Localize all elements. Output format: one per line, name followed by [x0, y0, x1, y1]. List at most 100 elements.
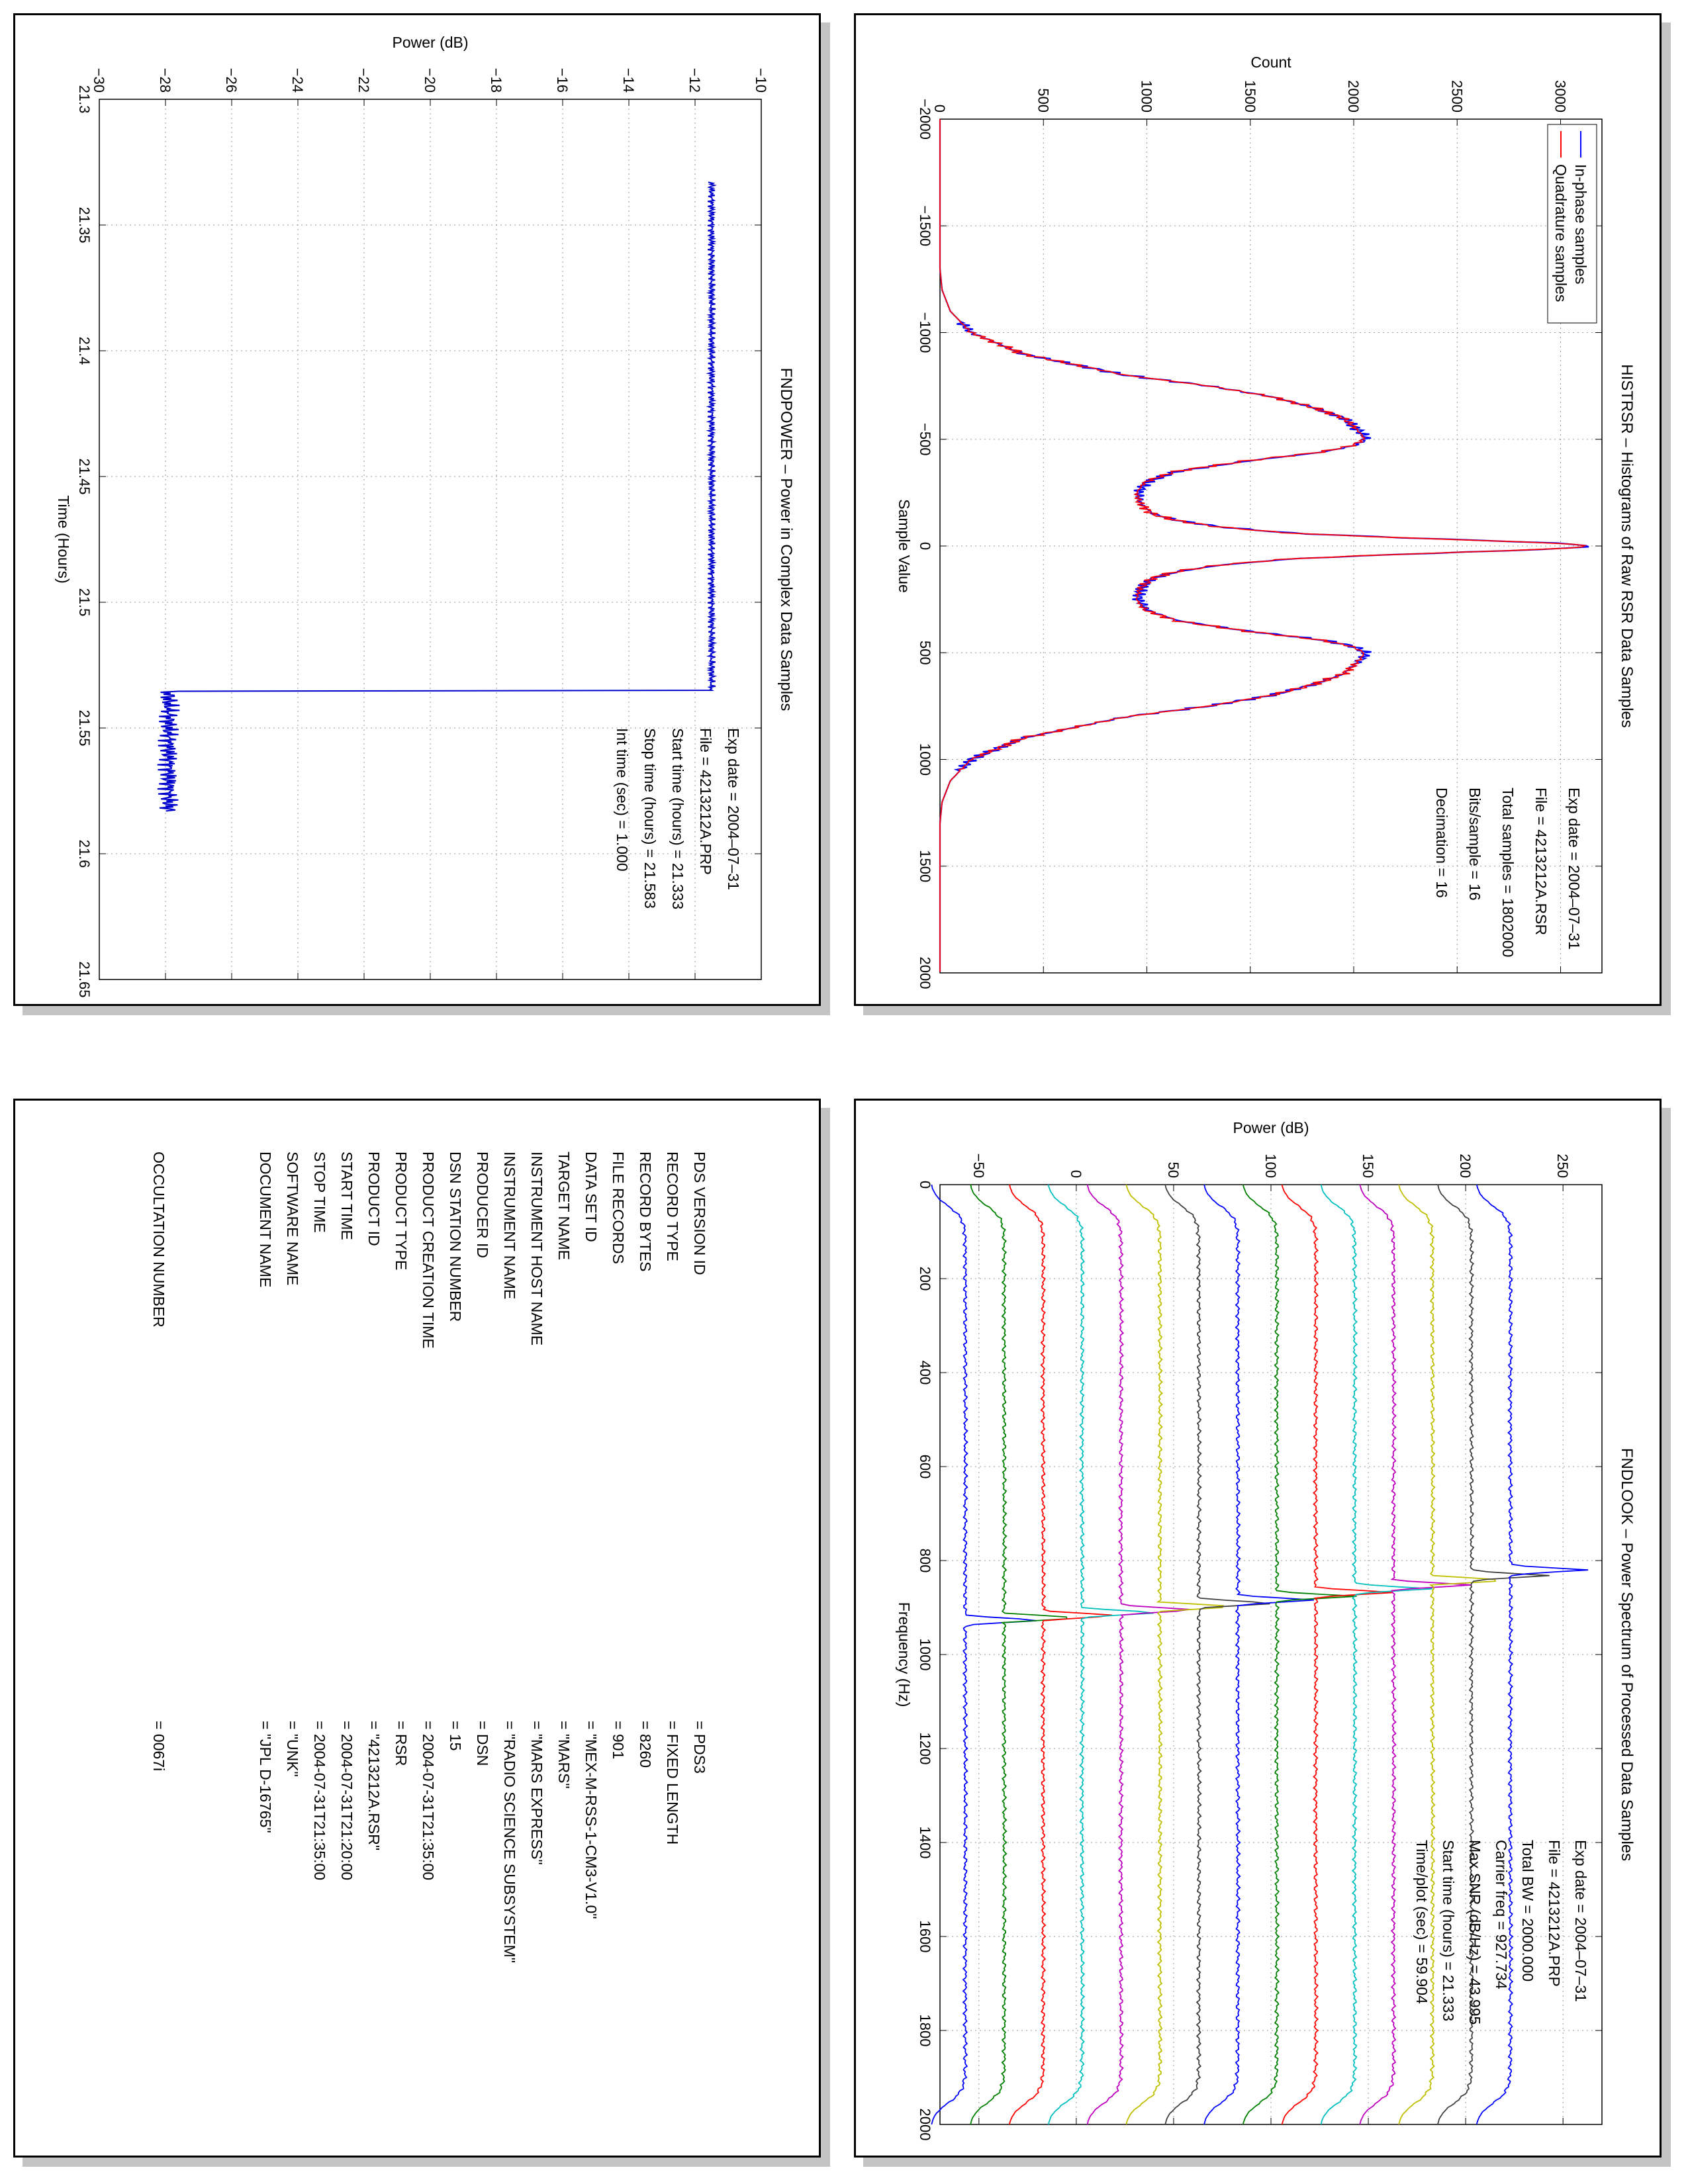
- spectrum-line: [931, 1184, 1037, 2125]
- pds-key: RECORD BYTES: [637, 1152, 654, 1272]
- x-tick-label: 1000: [917, 1639, 933, 1671]
- pds-value: = 2004-07-31T21:20:00: [338, 1721, 355, 1881]
- pds-value: = "4213212A.RSR": [365, 1721, 383, 1850]
- pds-value: = 8260: [637, 1721, 654, 1768]
- pds-row: STOP TIME = 2004-07-31T21:35:00: [310, 1152, 328, 2078]
- info-line: Decimation = 16: [1433, 788, 1450, 898]
- plot-frame: [939, 1184, 1603, 2125]
- fndpower-panel: 21.3 21.35 21.4 21.45 21.5 21.55 21.6 21.65 −30 −…: [13, 13, 821, 1006]
- y-tick-label: 150: [1360, 1154, 1376, 1178]
- y-tick-label: 2000: [1345, 80, 1362, 113]
- x-tick-label: −1000: [917, 312, 933, 353]
- spectrum-line: [1320, 1184, 1433, 2125]
- y-tick-label: −30: [91, 68, 107, 93]
- y-tick-label: 3000: [1552, 80, 1569, 113]
- pds-row: SOFTWARE NAME = "UNK": [283, 1152, 301, 2078]
- x-tick-label: 400: [917, 1361, 933, 1385]
- x-axis-label: Time (Hours): [55, 495, 72, 583]
- x-tick-label: 1000: [917, 743, 933, 776]
- y-tick-label: −22: [355, 68, 372, 93]
- x-tick-label: 600: [917, 1455, 933, 1479]
- pds-key: TARGET NAME: [555, 1152, 573, 1260]
- y-tick-label: 2500: [1448, 80, 1465, 113]
- spectrum-line: [1359, 1184, 1472, 2125]
- histrsr-chart: −2000 −1500 −1000 −500 0 500 1000 1500 2000 0 500 1…: [896, 54, 1636, 989]
- pds-value: = PDS3: [691, 1721, 708, 1774]
- x-tick-label: 1400: [917, 1827, 933, 1859]
- spectrum-line: [1281, 1184, 1393, 2125]
- pds-value: = 2004-07-31T21:35:00: [420, 1721, 437, 1881]
- x-tick-label: 21.45: [76, 458, 93, 494]
- pds-key: PRODUCT ID: [365, 1152, 383, 1246]
- info-line: File = 4213212A.PRP: [697, 728, 714, 875]
- y-tick-label: 100: [1262, 1154, 1279, 1178]
- y-tick-label: −10: [753, 68, 769, 93]
- x-axis-label: Frequency (Hz): [896, 1602, 913, 1707]
- x-tick-label: 21.35: [76, 206, 93, 243]
- fndlook-panel: 0 200 400 600 800 1000 1200 1400 1600 1800 2000 −50…: [854, 1099, 1662, 2158]
- spectrum-line: [1009, 1184, 1112, 2125]
- y-tick-label: −14: [620, 68, 637, 93]
- pds-value: = 901: [610, 1721, 627, 1760]
- y-tick-label: 1000: [1139, 80, 1155, 113]
- spectrum-line: [1203, 1184, 1314, 2125]
- x-tick-label: 21.3: [76, 85, 93, 114]
- x-tick-label: 21.4: [76, 337, 93, 365]
- pds-key: INSTRUMENT HOST NAME: [528, 1152, 545, 1346]
- pds-label-table: PDS VERSION ID = PDS3 RECORD TYPE = FIXED L…: [13, 1099, 821, 2091]
- chart-title: FNDPOWER – Power in Complex Data Samples: [777, 368, 795, 711]
- pds-value: = "UNK": [284, 1721, 301, 1777]
- pds-value: = "MARS EXPRESS": [528, 1721, 545, 1865]
- pds-row: FILE RECORDS = 901: [608, 1152, 627, 2078]
- pds-row: PRODUCT ID = "4213212A.RSR": [364, 1152, 383, 2078]
- y-axis-label: Power (dB): [392, 34, 468, 51]
- x-tick-label: 200: [917, 1267, 933, 1291]
- spectrum-line: [1164, 1184, 1270, 2125]
- pds-row: RECORD BYTES = 8260: [635, 1152, 654, 2078]
- x-tick-label: 0: [917, 542, 933, 550]
- x-tick-label: 21.5: [76, 588, 93, 617]
- info-line: Stop time (hours) = 21.583: [641, 728, 659, 909]
- pds-key: PRODUCT CREATION TIME: [420, 1152, 437, 1349]
- info-line: Exp date = 2004–07–31: [1572, 1840, 1589, 2002]
- x-tick-label: 800: [917, 1549, 933, 1573]
- pds-row: DOCUMENT NAME = "JPL D-16765": [256, 1152, 274, 2078]
- spectrum-line: [1086, 1184, 1190, 2125]
- pds-key: PRODUCER ID: [474, 1152, 491, 1259]
- plot-frame: [99, 99, 762, 980]
- info-line: Total BW = 2000.000: [1519, 1840, 1536, 1981]
- histrsr-panel: −2000 −1500 −1000 −500 0 500 1000 1500 2000 0 500 1…: [854, 13, 1662, 1006]
- info-line: Int time (sec) = 1.000: [614, 728, 631, 872]
- info-line: Start time (hours) = 21.333: [669, 728, 686, 909]
- pds-key: RECORD TYPE: [664, 1152, 681, 1261]
- pds-row: INSTRUMENT HOST NAME = "MARS EXPRESS": [527, 1152, 545, 2078]
- pds-row: TARGET NAME = "MARS": [554, 1152, 573, 2078]
- pds-key: PRODUCT TYPE: [393, 1152, 410, 1271]
- y-tick-label: −20: [422, 68, 438, 93]
- y-tick-label: 200: [1457, 1154, 1474, 1178]
- x-tick-label: 2000: [917, 957, 933, 989]
- pds-value: = "MARS": [555, 1721, 573, 1789]
- pds-value: = FIXED LENGTH: [664, 1721, 681, 1845]
- x-tick-label: 0: [917, 1181, 933, 1189]
- y-tick-label: −18: [488, 68, 504, 93]
- pds-value: = RSR: [393, 1721, 410, 1766]
- x-tick-label: 21.6: [76, 840, 93, 868]
- y-tick-label: 1500: [1242, 80, 1258, 113]
- fndpower-chart: 21.3 21.35 21.4 21.45 21.5 21.55 21.6 21.65 −30 −…: [55, 34, 795, 998]
- y-tick-label: −50: [970, 1154, 987, 1178]
- pds-key: INSTRUMENT NAME: [501, 1152, 518, 1300]
- x-tick-label: 2000: [917, 2109, 933, 2141]
- plot-frame: [939, 118, 1603, 974]
- info-line: File = 4213212A.PRP: [1546, 1840, 1563, 1987]
- x-tick-label: 1800: [917, 2015, 933, 2047]
- pds-value: = "JPL D-16765": [257, 1721, 274, 1833]
- spectrum-line: [1476, 1184, 1589, 2125]
- pds-key: OCCULTATION NUMBER: [150, 1152, 167, 1328]
- pds-row: PRODUCT CREATION TIME = 2004-07-31T21:35:…: [418, 1152, 437, 2078]
- pds-row: PDS VERSION ID = PDS3: [690, 1152, 708, 2078]
- info-line: Carrier freq = 927.734: [1493, 1840, 1510, 1989]
- x-tick-label: 21.65: [76, 961, 93, 997]
- x-tick-label: −2000: [917, 99, 933, 140]
- pds-row: PRODUCT TYPE = RSR: [391, 1152, 410, 2078]
